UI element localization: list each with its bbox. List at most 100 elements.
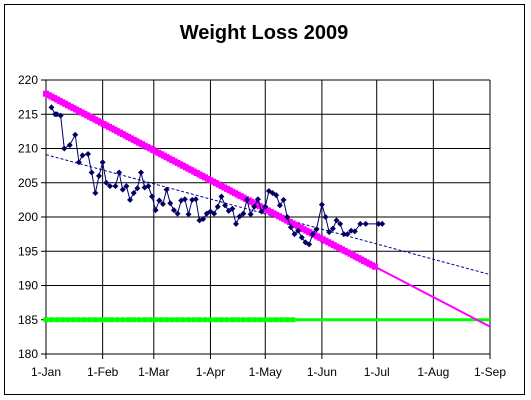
weight-point <box>116 169 123 176</box>
goal-marker <box>202 317 208 323</box>
goal-marker <box>54 317 60 323</box>
goal-marker <box>92 317 98 323</box>
weight-point <box>106 183 113 190</box>
weight-point <box>287 224 294 231</box>
chart-title: Weight Loss 2009 <box>180 22 349 44</box>
series-layer <box>43 90 491 328</box>
weight-point <box>258 208 265 215</box>
grid-lines <box>45 79 491 355</box>
goal-marker <box>207 317 213 323</box>
x-tick-label: 1-Sep <box>474 365 506 379</box>
weight-point <box>254 196 261 203</box>
weight-point <box>112 183 119 190</box>
goal-marker <box>43 317 49 323</box>
goal-marker <box>120 317 126 323</box>
weight-point <box>145 183 152 190</box>
goal-marker <box>125 317 131 323</box>
weight-point <box>66 142 73 149</box>
weight-point <box>130 190 137 197</box>
weight-point <box>276 202 283 209</box>
weight-point <box>134 185 141 192</box>
goal-marker <box>235 317 241 323</box>
x-tick-label: 1-Mar <box>138 365 169 379</box>
goal-marker <box>240 317 246 323</box>
goal-marker <box>290 317 296 323</box>
goal-marker <box>175 317 181 323</box>
x-tick-label: 1-Jul <box>364 365 390 379</box>
goal-marker <box>76 317 82 323</box>
weight-point <box>174 210 181 217</box>
goal-marker <box>224 317 230 323</box>
goal-marker <box>273 317 279 323</box>
weight-point <box>362 220 369 227</box>
weight-point <box>156 197 163 204</box>
goal-marker <box>169 317 175 323</box>
y-tick-label: 200 <box>18 210 38 224</box>
x-tick-label: 1-Jun <box>307 365 337 379</box>
goal-marker <box>262 317 268 323</box>
weight-point <box>291 231 298 238</box>
weight-point <box>344 231 351 238</box>
goal-marker <box>191 317 197 323</box>
weight-point <box>192 196 199 203</box>
weight-point <box>211 210 218 217</box>
weight-point <box>214 203 221 210</box>
weight-point <box>351 228 358 235</box>
weight-point <box>159 200 166 207</box>
weight-point <box>138 169 145 176</box>
axes <box>41 79 491 359</box>
weight-point <box>152 207 159 214</box>
goal-marker <box>65 317 71 323</box>
weight-point <box>375 220 382 227</box>
weight-point <box>309 231 316 238</box>
weight-point <box>167 200 174 207</box>
y-tick-label: 185 <box>18 313 38 327</box>
weight-point <box>185 211 192 218</box>
x-tick-label: 1-Jan <box>31 365 61 379</box>
goal-marker <box>103 317 109 323</box>
weight-point <box>218 193 225 200</box>
weight-point <box>280 196 287 203</box>
y-tick-label: 205 <box>18 176 38 190</box>
weight-point <box>119 186 126 193</box>
weight-point <box>326 229 333 236</box>
weight-point <box>88 169 95 176</box>
weight-point <box>236 213 243 220</box>
weight-point <box>295 227 302 234</box>
weight-point <box>298 234 305 241</box>
goal-marker <box>251 317 257 323</box>
weight-point <box>379 220 386 227</box>
goal-marker <box>98 317 104 323</box>
target-marker <box>371 263 378 270</box>
goal-marker <box>131 317 137 323</box>
target-extension-line <box>376 266 491 328</box>
goal-marker <box>196 317 202 323</box>
weight-point <box>357 220 364 227</box>
weight-point <box>79 152 86 159</box>
weight-point <box>229 205 236 212</box>
weight-point <box>243 196 250 203</box>
goal-marker <box>284 317 290 323</box>
goal-marker <box>109 317 115 323</box>
goal-marker <box>59 317 65 323</box>
weight-point <box>337 220 344 227</box>
weight-point <box>306 241 313 248</box>
weight-point <box>233 220 240 227</box>
weight-point <box>85 150 92 157</box>
weight-point <box>127 196 134 203</box>
weight-point <box>318 201 325 208</box>
goal-marker <box>186 317 192 323</box>
goal-marker <box>142 317 148 323</box>
goal-marker <box>213 317 219 323</box>
goal-marker <box>229 317 235 323</box>
x-tick-label: 1-May <box>249 365 282 379</box>
goal-marker <box>279 317 285 323</box>
y-tick-label: 195 <box>18 244 38 258</box>
goal-marker <box>164 317 170 323</box>
weight-point <box>163 186 170 193</box>
weight-point <box>48 104 55 111</box>
weight-point <box>103 179 110 186</box>
goal-marker <box>153 317 159 323</box>
weight-point <box>123 183 130 190</box>
